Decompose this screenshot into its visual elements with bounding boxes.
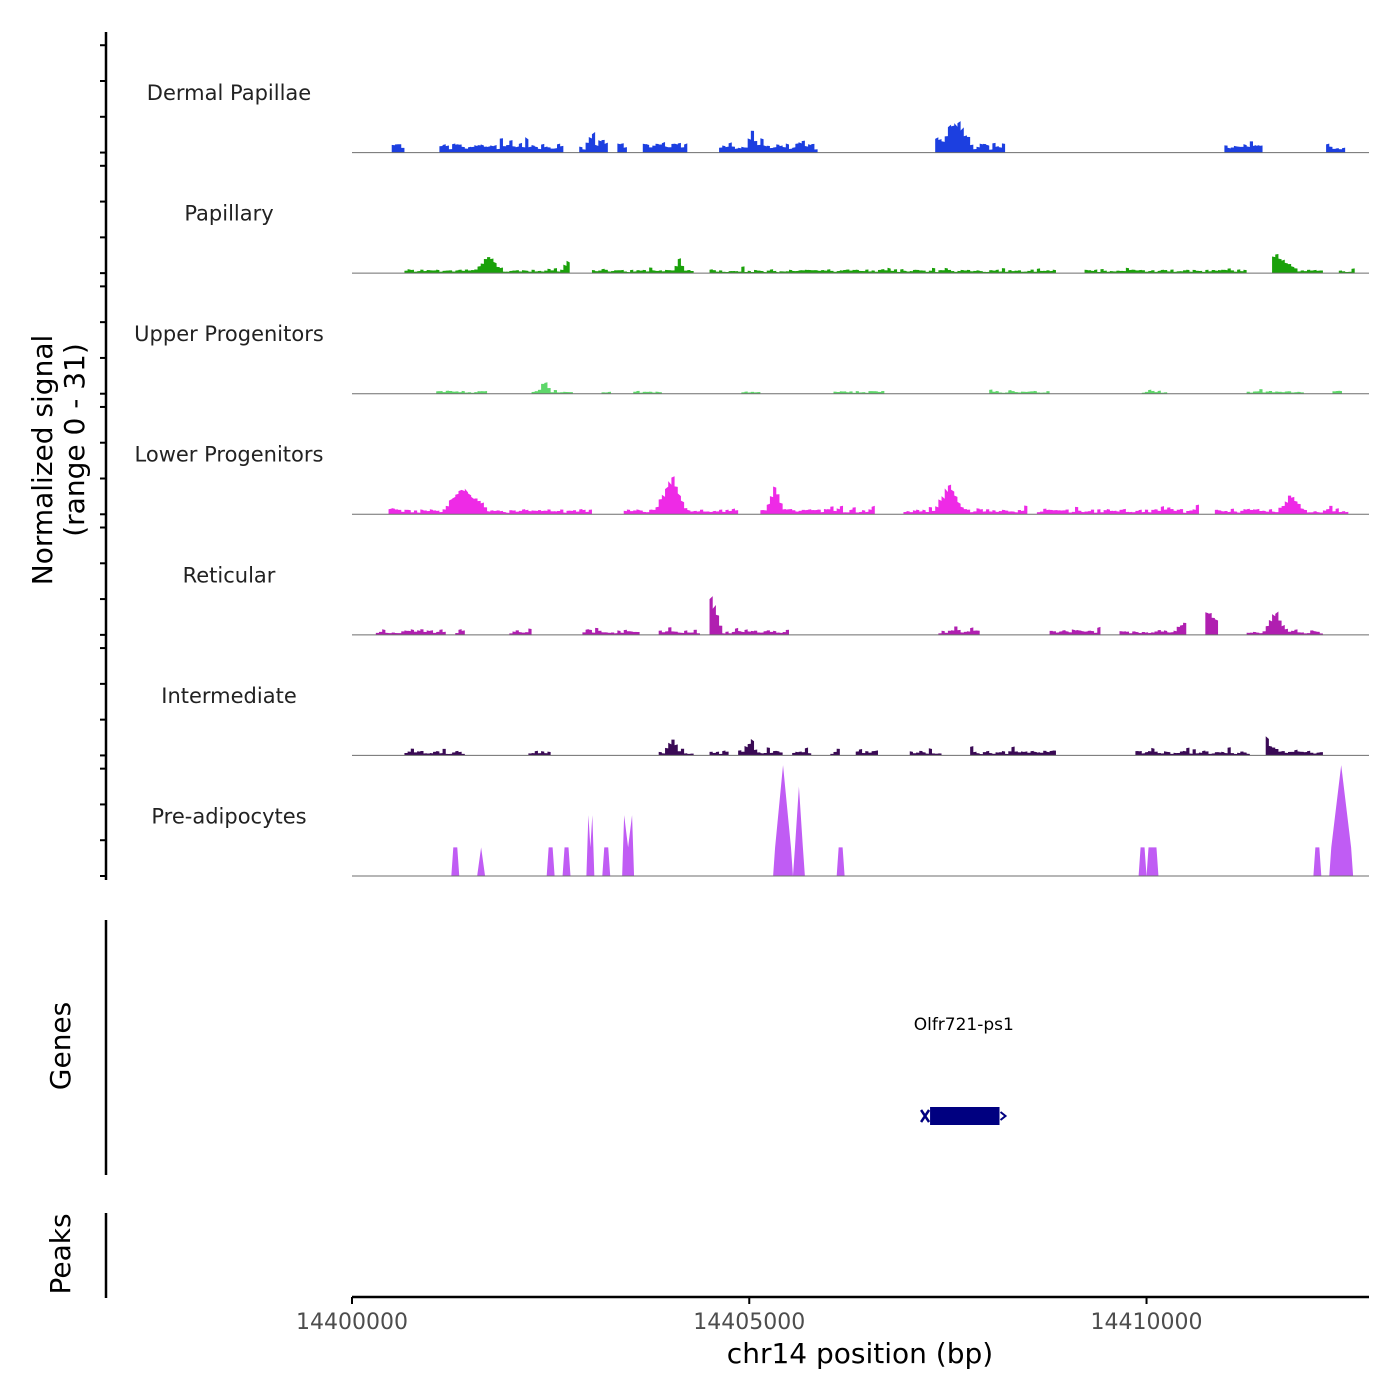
track-dermal-papillae: Dermal Papillae [147, 81, 1369, 154]
coverage-area [391, 121, 1346, 153]
x-tick-label: 14400000 [296, 1310, 408, 1335]
track-lower-progenitors: Lower Progenitors [135, 443, 1369, 515]
coverage-area [375, 596, 1323, 635]
strand-marker-icon [920, 1109, 931, 1123]
track-label: Pre-adipocytes [151, 804, 306, 828]
y-axis-title-line2: (range 0 - 31) [58, 343, 91, 537]
track-upper-progenitors: Upper Progenitors [134, 322, 1369, 395]
track-intermediate: Intermediate [161, 684, 1369, 756]
peaks-track-title: Peaks [44, 1213, 77, 1294]
coverage-y-axis-ticks [100, 44, 106, 877]
gene-olfr721-ps1[interactable]: Olfr721-ps1 [914, 1015, 1014, 1125]
coverage-tracks: Dermal Papillae Papillary Upper Progenitor… [134, 81, 1369, 877]
track-papillary: Papillary [184, 202, 1369, 274]
coverage-area [388, 476, 1349, 515]
x-axis-title: chr14 position (bp) [727, 1337, 993, 1370]
x-tick-label: 14410000 [1091, 1310, 1203, 1335]
genes-track-title: Genes [44, 1002, 77, 1090]
coverage-area [451, 765, 1354, 876]
track-label: Intermediate [161, 684, 297, 708]
coverage-area [404, 253, 1355, 274]
gene-end-icon [999, 1111, 1008, 1121]
x-tick-label: 14405000 [693, 1310, 805, 1335]
gene-exon-body [930, 1107, 1000, 1125]
track-label: Papillary [184, 202, 273, 226]
track-label: Lower Progenitors [135, 443, 324, 467]
coverage-area [404, 736, 1323, 756]
gene-annotations: Olfr721-ps1 [914, 1015, 1014, 1125]
gene-label: Olfr721-ps1 [914, 1015, 1014, 1035]
y-axis-title: Normalized signal (range 0 - 31) [26, 335, 91, 586]
track-label: Dermal Papillae [147, 81, 311, 105]
track-label: Upper Progenitors [134, 322, 324, 346]
coverage-area [436, 382, 1342, 394]
y-axis-title-line1: Normalized signal [26, 335, 59, 586]
track-label: Reticular [183, 563, 276, 587]
x-axis-ticks: 14400000 14405000 14410000 [296, 1297, 1203, 1335]
track-pre-adipocytes: Pre-adipocytes [151, 765, 1369, 877]
track-reticular: Reticular [183, 563, 1369, 636]
